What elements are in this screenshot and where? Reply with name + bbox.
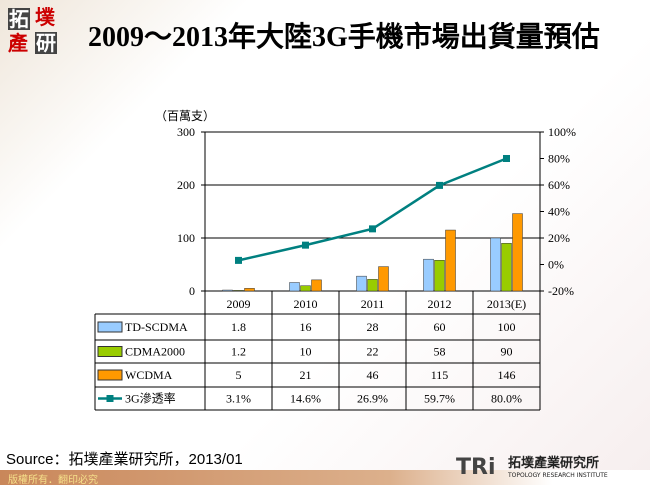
table-header-cell: 2010 [294,297,318,311]
plot-area [204,131,541,292]
page-title: 2009～2013年大陸3G手機市場出貨量預估 [88,22,600,53]
table-cell: 22 [367,345,379,359]
bar-wcdma [512,213,523,292]
legend-label: CDMA2000 [125,345,185,359]
y2-tick-label: 100% [548,125,576,139]
table-cell: 115 [431,368,449,382]
bar-td-scdma [289,282,300,292]
table-cell: 80.0% [491,392,522,406]
logo: 拓 墣 產 研 [8,6,62,54]
brand-name-en: TOPOLOGY RESEARCH INSTITUTE [508,472,608,479]
table-header-cell: 2011 [361,297,385,311]
legend-label: TD-SCDMA [125,320,188,334]
table-cell: 146 [498,368,516,382]
table-cell: 1.8 [231,320,246,334]
y-tick-label: 100 [177,231,195,245]
table-cell: 60 [434,320,446,334]
y-tick-label: 300 [177,125,195,139]
table-cell: 1.2 [231,345,246,359]
y2-tick-label: -20% [548,284,574,298]
brand-name-cn: 拓墣產業研究所 [508,456,600,471]
legend-label: WCDMA [125,368,173,382]
line-point [369,225,376,233]
logo-char: 研 [35,31,57,55]
table-cell: 58 [434,345,446,359]
legend-swatch [97,321,123,333]
table-cell: 16 [300,320,312,334]
table-cell: 46 [367,368,379,382]
y2-tick-label: 40% [548,205,570,219]
legend-label: 3G滲透率 [125,391,176,406]
bar-wcdma [378,266,389,292]
bar-cdma2000 [300,285,311,292]
bar-td-scdma [490,237,501,292]
bar-td-scdma [222,289,233,292]
logo-char: 拓 [8,7,30,31]
legend-swatch [97,346,123,357]
bar-cdma2000 [501,243,512,292]
table-cell: 3.1% [226,392,251,406]
bar-wcdma [244,288,255,292]
table-cell: 59.7% [424,392,455,406]
table-cell: 26.9% [357,392,388,406]
source-note: Source：拓墣產業研究所，2013/01 [6,451,243,468]
table-cell: 14.6% [290,392,321,406]
bar-wcdma [311,279,322,292]
line-point [503,155,510,162]
y2-tick-label: 0% [548,258,564,272]
bar-cdma2000 [434,260,445,292]
line-point [302,241,309,249]
logo-char: 墣 [35,5,55,29]
footer-bar: 版權所有．翻印必究 [0,470,650,486]
table-header-cell: 2013(E) [487,297,526,311]
table-header-cell: 2009 [227,297,251,311]
bar-cdma2000 [367,279,378,292]
copyright-text: 版權所有．翻印必究 [8,475,98,486]
line-point [436,181,443,189]
y2-tick-label: 20% [548,231,570,245]
bar-td-scdma [356,275,367,292]
y2-tick-label: 80% [548,152,570,166]
table-cell: 90 [501,345,513,359]
legend-swatch [97,369,123,381]
logo-char: 產 [8,31,28,55]
bar-td-scdma [423,258,434,292]
brand-mark: TRi [456,455,496,480]
y-tick-label: 200 [177,178,195,192]
table-header-cell: 2012 [428,297,452,311]
table-cell: 21 [300,368,312,382]
y-tick-label: 0 [189,284,195,298]
legend-marker [106,395,114,402]
table-cell: 5 [236,368,242,382]
y2-tick-label: 60% [548,178,570,192]
line-point [235,256,242,264]
table-cell: 100 [498,320,516,334]
bar-wcdma [445,229,456,292]
table-cell: 10 [300,345,312,359]
table-cell: 28 [367,320,379,334]
y-axis-unit: （百萬支） [155,109,215,123]
line-penetration [238,157,507,262]
bar-cdma2000 [233,290,244,292]
